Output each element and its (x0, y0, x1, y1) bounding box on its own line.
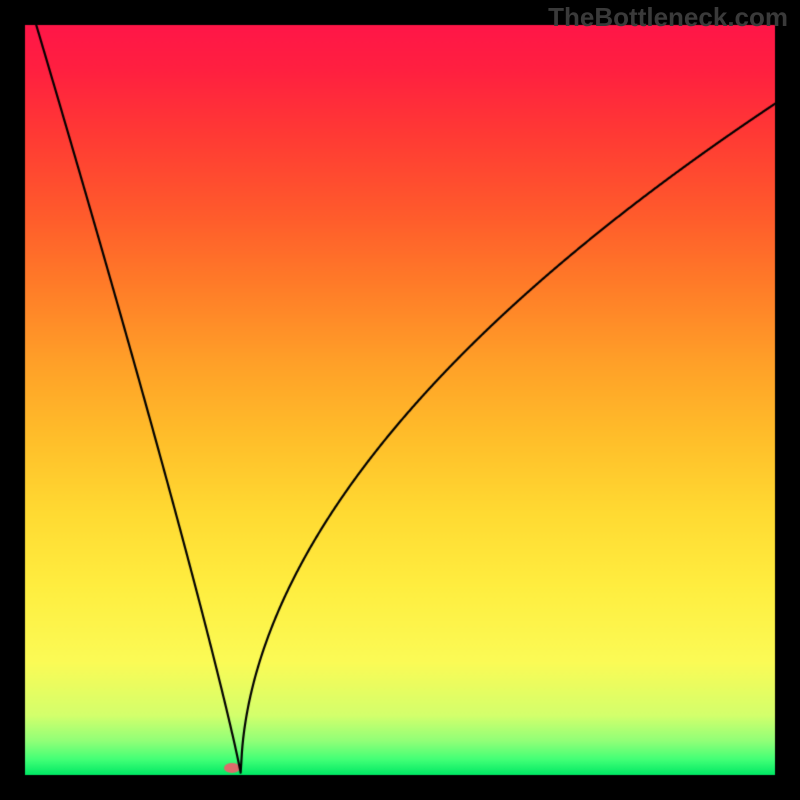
chart-container: TheBottleneck.com (0, 0, 800, 800)
bottleneck-curve (0, 0, 800, 800)
watermark-text: TheBottleneck.com (548, 2, 788, 33)
